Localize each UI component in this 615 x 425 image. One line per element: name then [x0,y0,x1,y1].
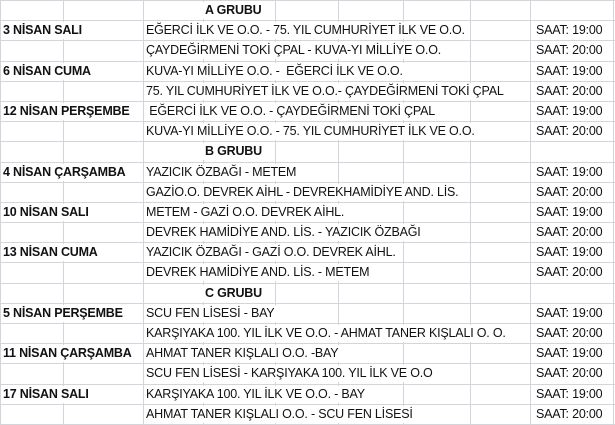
table-row: DEVREK HAMİDİYE AND. LİS. - YAZICIK ÖZBA… [0,223,615,244]
time-cell[interactable]: SAAT: 20:00 [533,224,605,242]
table-row: ÇAYDEĞİRMENİ TOKİ ÇPAL - KUVA-YI MİLLİYE… [0,41,615,62]
time-cell[interactable]: SAAT: 19:00 [533,102,605,120]
match-cell[interactable]: SCU FEN LİSESİ - BAY [144,304,278,322]
table-row: 4 NİSAN ÇARŞAMBA YAZICIK ÖZBAĞI - METEM … [0,163,615,183]
table-row: 6 NİSAN CUMA KUVA-YI MİLLİYE O.O. - EĞER… [0,62,615,82]
gridline-vertical [613,1,614,425]
match-cell[interactable]: KARŞIYAKA 100. YIL İLK VE O.O. - BAY [144,385,368,403]
match-cell[interactable]: GAZİO.O. DEVREK AİHL - DEVREKHAMİDİYE AN… [144,183,462,201]
match-cell[interactable]: KARŞIYAKA 100. YIL İLK VE O.O. - AHMAT T… [144,325,509,342]
time-cell[interactable]: SAAT: 19:00 [533,304,605,322]
time-cell[interactable]: SAAT: 20:00 [533,123,605,141]
time-cell[interactable]: SAAT: 20:00 [533,82,605,100]
table-row: 75. YIL CUMHURİYET İLK VE O.O.- ÇAYDEĞİR… [0,82,615,102]
gridline-vertical [0,1,1,425]
time-cell[interactable]: SAAT: 20:00 [533,405,605,423]
date-cell[interactable]: 11 NİSAN ÇARŞAMBA [2,345,135,363]
match-cell[interactable]: AHMAT TANER KIŞLALI O.O. - SCU FEN LİSES… [144,405,416,423]
group-header-row: C GRUBU [0,284,615,304]
match-cell[interactable]: ÇAYDEĞİRMENİ TOKİ ÇPAL - KUVA-YI MİLLİYE… [144,42,445,60]
group-header-cell[interactable]: B GRUBU [146,143,266,161]
gridline-vertical [403,1,404,425]
date-cell[interactable]: 12 NİSAN PERŞEMBE [2,102,133,120]
gridline-vertical [143,1,144,425]
time-cell[interactable]: SAAT: 19:00 [533,345,605,363]
match-cell[interactable]: EĞERCİ İLK VE O.O. - ÇAYDEĞİRMENİ TOKİ Ç… [144,102,438,120]
match-cell[interactable]: DEVREK HAMİDİYE AND. LİS. - METEM [144,264,373,282]
table-row: AHMAT TANER KIŞLALI O.O. - SCU FEN LİSES… [0,405,615,425]
match-cell[interactable]: DEVREK HAMİDİYE AND. LİS. - YAZICIK ÖZBA… [144,224,424,242]
gridline-vertical [530,1,531,425]
match-cell[interactable]: YAZICIK ÖZBAĞI - METEM [144,163,300,181]
match-cell[interactable]: METEM - GAZİ O.O. DEVREK AİHL. [144,203,348,221]
time-cell[interactable]: SAAT: 19:00 [533,244,605,262]
table-row: GAZİO.O. DEVREK AİHL - DEVREKHAMİDİYE AN… [0,183,615,203]
match-cell[interactable]: YAZICIK ÖZBAĞI - GAZİ O.O. DEVREK AİHL. [144,244,399,262]
table-row: 3 NİSAN SALI EĞERCİ İLK VE O.O. - 75. YI… [0,21,615,42]
table-row: 13 NİSAN CUMA YAZICIK ÖZBAĞI - GAZİ O.O.… [0,243,615,264]
table-row: 11 NİSAN ÇARŞAMBA AHMAT TANER KIŞLALI O.… [0,344,615,365]
date-cell[interactable]: 10 NİSAN SALI [2,203,92,221]
match-cell[interactable]: AHMAT TANER KIŞLALI O.O. -BAY [144,345,342,363]
time-cell[interactable]: SAAT: 19:00 [533,62,605,80]
group-header-cell[interactable]: C GRUBU [146,284,266,302]
date-cell[interactable]: 3 NİSAN SALI [2,22,85,40]
match-cell[interactable]: SCU FEN LİSESİ - KARŞIYAKA 100. YIL İLK … [144,365,436,383]
table-row: 5 NİSAN PERŞEMBE SCU FEN LİSESİ - BAY SA… [0,304,615,324]
match-cell[interactable]: KUVA-YI MİLLİYE O.O. - EĞERCİ İLK VE O.O… [144,62,406,80]
table-row: 17 NİSAN SALI KARŞIYAKA 100. YIL İLK VE … [0,385,615,405]
group-header-cell[interactable]: A GRUBU [146,2,266,19]
table-row: DEVREK HAMİDİYE AND. LİS. - METEM SAAT: … [0,263,615,284]
time-cell[interactable]: SAAT: 19:00 [533,22,605,40]
table-row: 12 NİSAN PERŞEMBE EĞERCİ İLK VE O.O. - Ç… [0,102,615,123]
match-cell[interactable]: EĞERCİ İLK VE O.O. - 75. YIL CUMHURİYET … [144,22,468,40]
gridline-vertical [470,1,471,425]
time-cell[interactable]: SAAT: 19:00 [533,203,605,221]
match-cell[interactable]: 75. YIL CUMHURİYET İLK VE O.O.- ÇAYDEĞİR… [144,82,507,100]
match-cell[interactable]: KUVA-YI MİLLİYE O.O. - 75. YIL CUMHURİYE… [144,123,478,141]
time-cell[interactable]: SAAT: 20:00 [533,264,605,282]
time-cell[interactable]: SAAT: 20:00 [533,325,605,342]
date-cell[interactable]: 5 NİSAN PERŞEMBE [2,304,126,322]
table-row: KUVA-YI MİLLİYE O.O. - 75. YIL CUMHURİYE… [0,122,615,143]
time-cell[interactable]: SAAT: 20:00 [533,42,605,60]
time-cell[interactable]: SAAT: 19:00 [533,163,605,181]
time-cell[interactable]: SAAT: 20:00 [533,183,605,201]
table-row: 10 NİSAN SALI METEM - GAZİ O.O. DEVREK A… [0,203,615,224]
group-header-row: A GRUBU [0,1,615,22]
date-cell[interactable]: 17 NİSAN SALI [2,385,92,403]
date-cell[interactable]: 4 NİSAN ÇARŞAMBA [2,163,129,181]
time-cell[interactable]: SAAT: 19:00 [533,385,605,403]
group-header-row: B GRUBU [0,142,615,163]
time-cell[interactable]: SAAT: 20:00 [533,365,605,383]
table-row: KARŞIYAKA 100. YIL İLK VE O.O. - AHMAT T… [0,324,615,345]
date-cell[interactable]: 6 NİSAN CUMA [2,62,94,80]
date-cell[interactable]: 13 NİSAN CUMA [2,244,101,262]
table-row: SCU FEN LİSESİ - KARŞIYAKA 100. YIL İLK … [0,364,615,385]
